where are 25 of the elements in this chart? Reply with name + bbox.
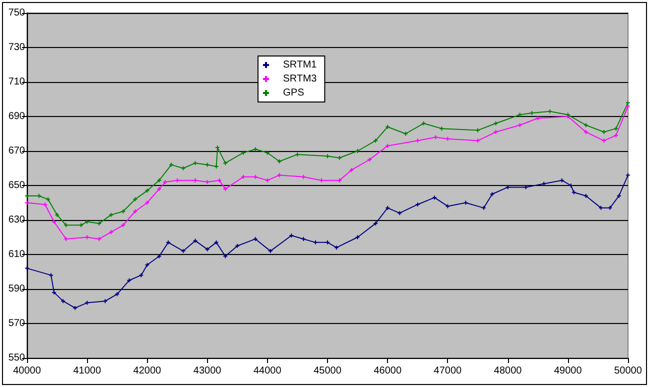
x-tick-label: 43000 [193,366,222,376]
x-tick-label: 49000 [554,366,582,376]
x-tick-label: 47000 [434,366,462,376]
y-tick-label: 590 [8,284,26,294]
legend-label: SRTM3 [283,74,318,84]
legend-label: SRTM1 [283,60,318,70]
y-tick-label: 610 [8,249,26,260]
y-tick-label: 710 [8,76,26,88]
x-tick-label: 41000 [73,366,102,376]
x-tick-label: 42000 [133,366,162,376]
x-tick-label: 46000 [374,366,402,376]
y-tick-label: 550 [8,352,26,364]
legend-label: GPS [283,88,304,98]
x-tick-label: 40000 [13,366,42,376]
x-tick-label: 45000 [314,366,342,376]
y-tick-label: 690 [8,111,26,122]
y-tick-label: 650 [8,180,26,191]
y-tick-label: 730 [8,42,26,53]
x-tick-label: 50000 [614,366,642,376]
y-tick-label: 630 [8,214,26,226]
x-tick-label: 48000 [494,366,522,376]
y-tick-label: 750 [8,8,26,18]
y-tick-label: 670 [8,146,26,156]
x-tick-label: 44000 [253,366,282,376]
y-tick-label: 570 [8,318,26,329]
